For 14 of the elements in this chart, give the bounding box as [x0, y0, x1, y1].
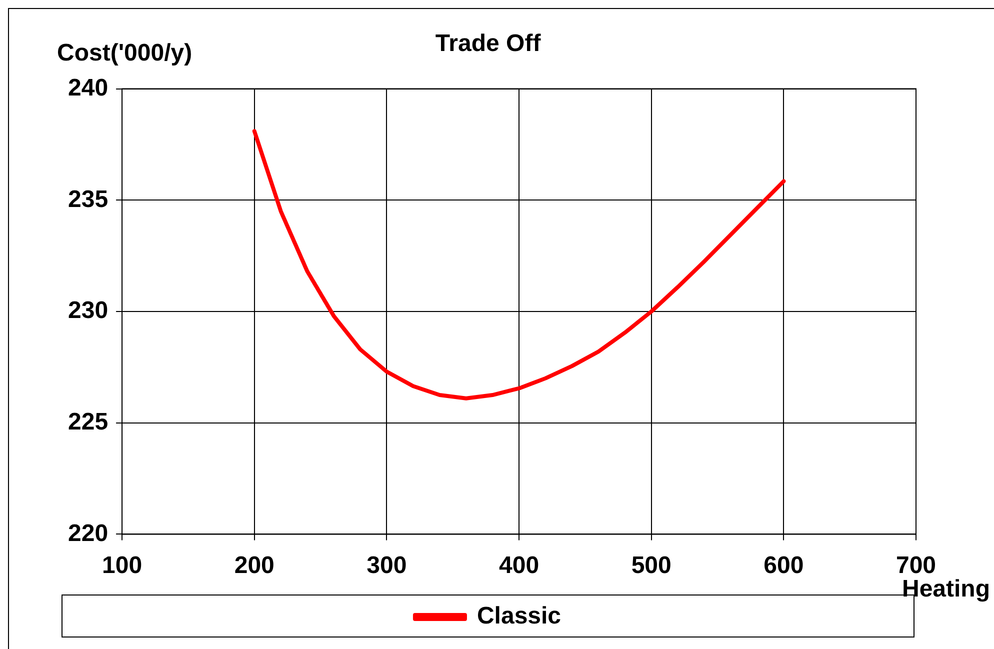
- legend-label: Classic: [476, 602, 562, 630]
- y-tick-label: 240: [68, 74, 108, 102]
- y-tick-label: 225: [68, 408, 108, 436]
- x-tick-label: 400: [499, 552, 540, 580]
- x-tick-label: 100: [102, 552, 142, 580]
- y-axis-title: Cost('000/y): [57, 40, 192, 67]
- x-tick-label: 600: [764, 552, 804, 580]
- x-tick-label: 300: [366, 552, 407, 580]
- x-tick-label: 500: [631, 552, 672, 580]
- y-tick-label: 220: [68, 520, 108, 547]
- x-tick-label: 200: [234, 552, 274, 580]
- y-tick-label: 235: [68, 186, 108, 213]
- y-tick-label: 230: [68, 297, 108, 324]
- chart-title: Trade Off: [435, 30, 542, 58]
